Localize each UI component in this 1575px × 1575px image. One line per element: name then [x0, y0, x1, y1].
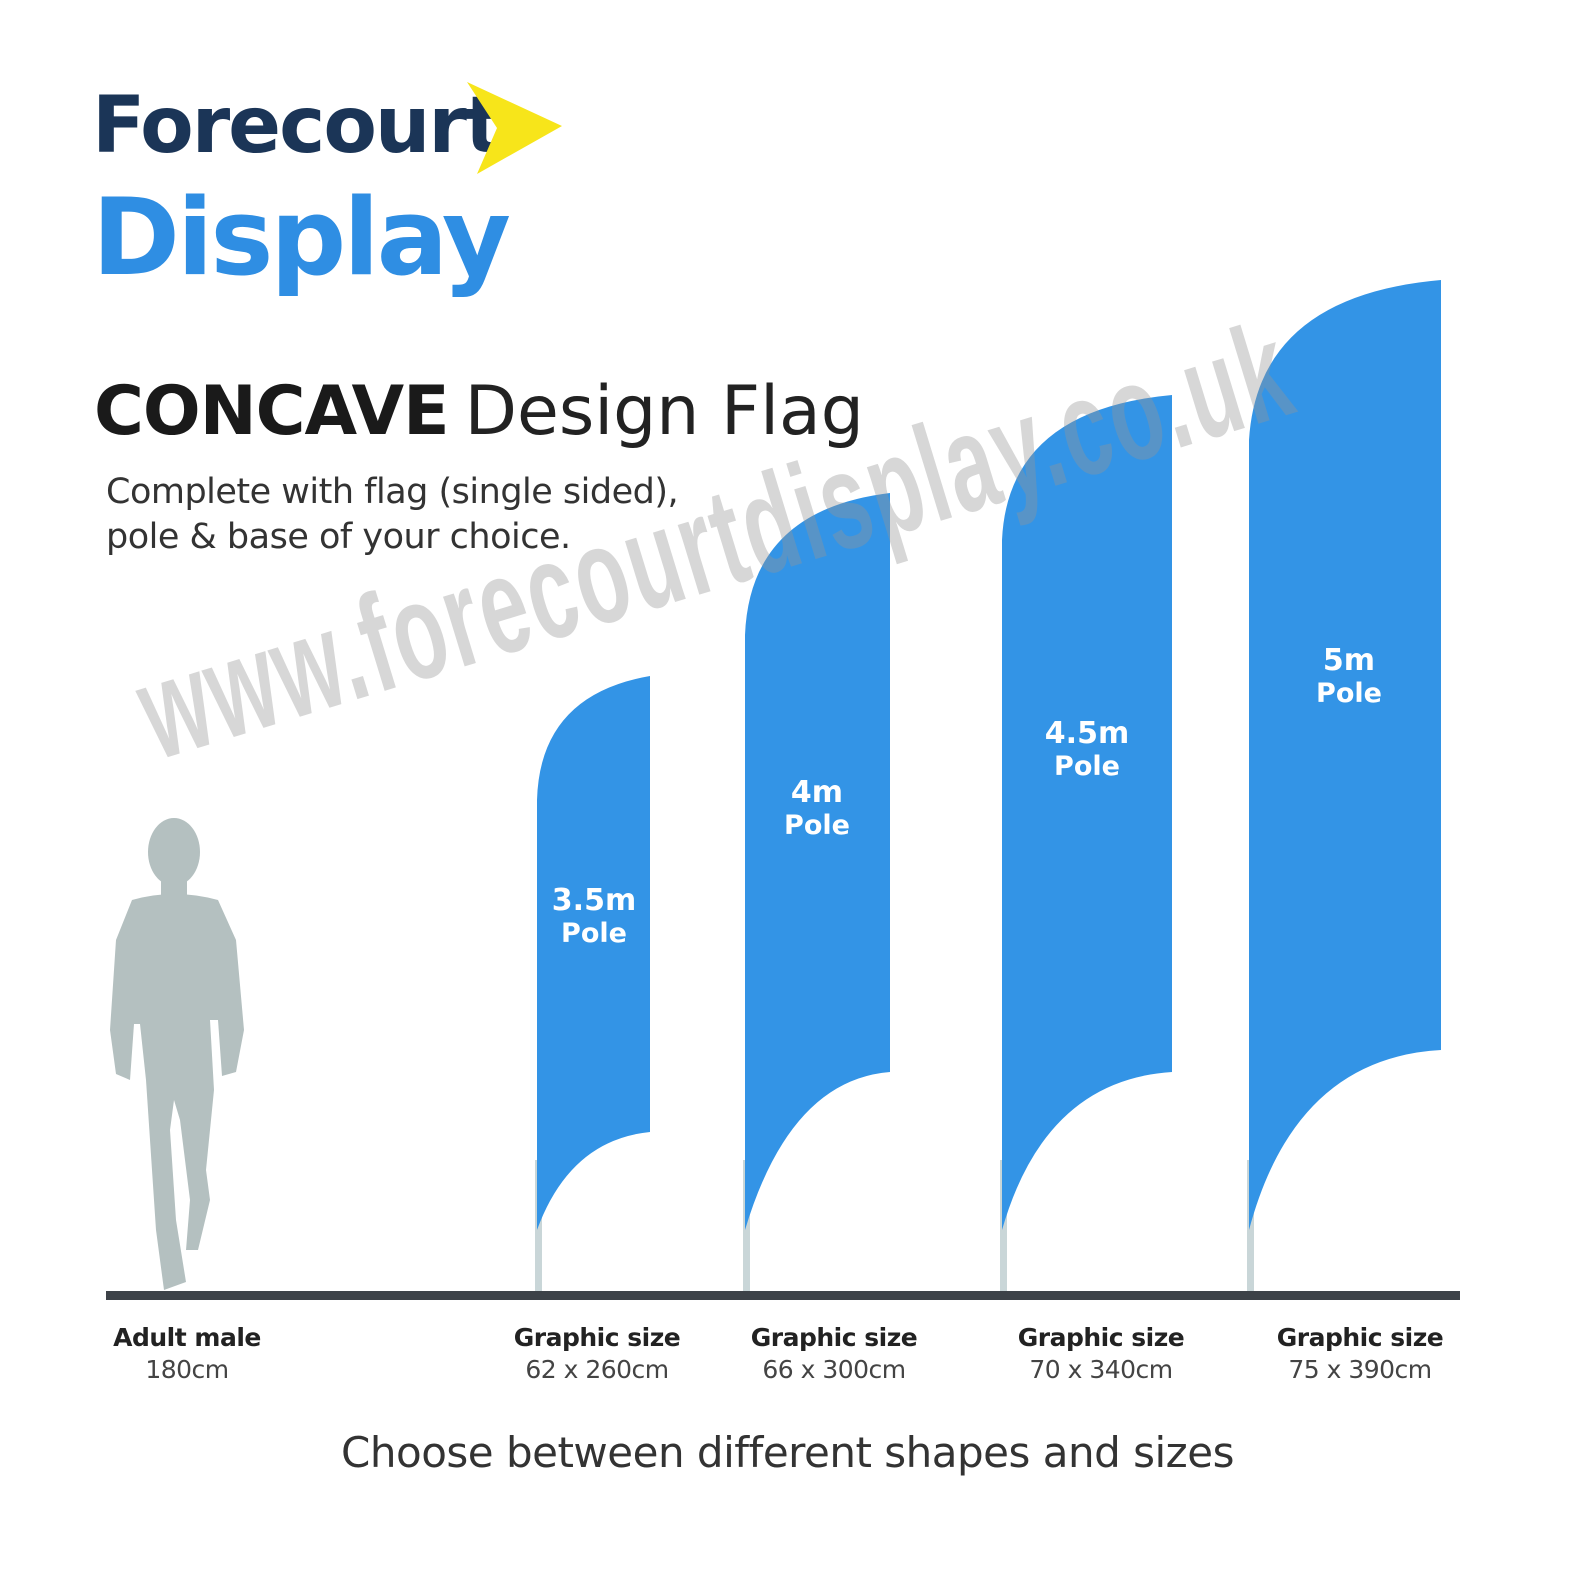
flag-label-3: 4.5m Pole [1007, 717, 1167, 783]
caption-flag-3-value: 70 x 340cm [1029, 1355, 1173, 1384]
person-silhouette-icon [110, 818, 244, 1290]
caption-flag-1: Graphic size 62 x 260cm [467, 1322, 727, 1386]
title-bold: CONCAVE [94, 372, 450, 451]
caption-flag-1-value: 62 x 260cm [525, 1355, 669, 1384]
flag-label-4: 5m Pole [1269, 644, 1429, 710]
flag-3-unit: Pole [1054, 751, 1120, 782]
pole-3 [1000, 1160, 1007, 1291]
caption-flag-2-title: Graphic size [750, 1323, 918, 1352]
tagline: Choose between different shapes and size… [341, 1428, 1234, 1477]
caption-flag-1-title: Graphic size [513, 1323, 681, 1352]
flag-1-size: 3.5m [551, 883, 637, 918]
subtitle-line-2: pole & base of your choice. [106, 517, 571, 557]
caption-flag-2-value: 66 x 300cm [762, 1355, 906, 1384]
flag-1-unit: Pole [561, 918, 627, 949]
caption-flag-3-title: Graphic size [1017, 1323, 1185, 1352]
caption-person-title: Adult male [113, 1323, 261, 1352]
caption-flag-4-title: Graphic size [1276, 1323, 1444, 1352]
caption-flag-2: Graphic size 66 x 300cm [704, 1322, 964, 1386]
caption-flag-4: Graphic size 75 x 390cm [1230, 1322, 1490, 1386]
title-light: Design Flag [464, 372, 864, 451]
flag-5m [1249, 280, 1441, 1230]
brand-logo: Forecourt Display [92, 82, 572, 307]
caption-person: Adult male 180cm [57, 1322, 317, 1386]
poles [535, 1160, 1254, 1291]
logo-word-forecourt: Forecourt [92, 81, 502, 171]
subtitle-line-1: Complete with flag (single sided), [106, 472, 679, 512]
flag-4-size: 5m [1322, 643, 1376, 678]
flag-4-unit: Pole [1316, 678, 1382, 709]
caption-flag-3: Graphic size 70 x 340cm [971, 1322, 1231, 1386]
logo-word-display: Display [92, 176, 511, 299]
flag-2-size: 4m [790, 775, 844, 810]
subtitle: Complete with flag (single sided), pole … [106, 470, 746, 560]
flag-3-size: 4.5m [1044, 716, 1130, 751]
flag-label-2: 4m Pole [737, 776, 897, 842]
page-title: CONCAVE Design Flag [94, 372, 864, 452]
flag-2-unit: Pole [784, 810, 850, 841]
pole-2 [743, 1160, 750, 1291]
caption-flag-4-value: 75 x 390cm [1288, 1355, 1432, 1384]
caption-person-value: 180cm [145, 1355, 229, 1384]
ground-line [106, 1291, 1460, 1300]
flag-3-5m [537, 676, 650, 1230]
flag-label-1: 3.5m Pole [514, 884, 674, 950]
flag-4-5m [1002, 395, 1172, 1230]
logo-arrow-icon [467, 82, 562, 174]
flag-4m [745, 493, 890, 1230]
pole-4 [1247, 1160, 1254, 1291]
